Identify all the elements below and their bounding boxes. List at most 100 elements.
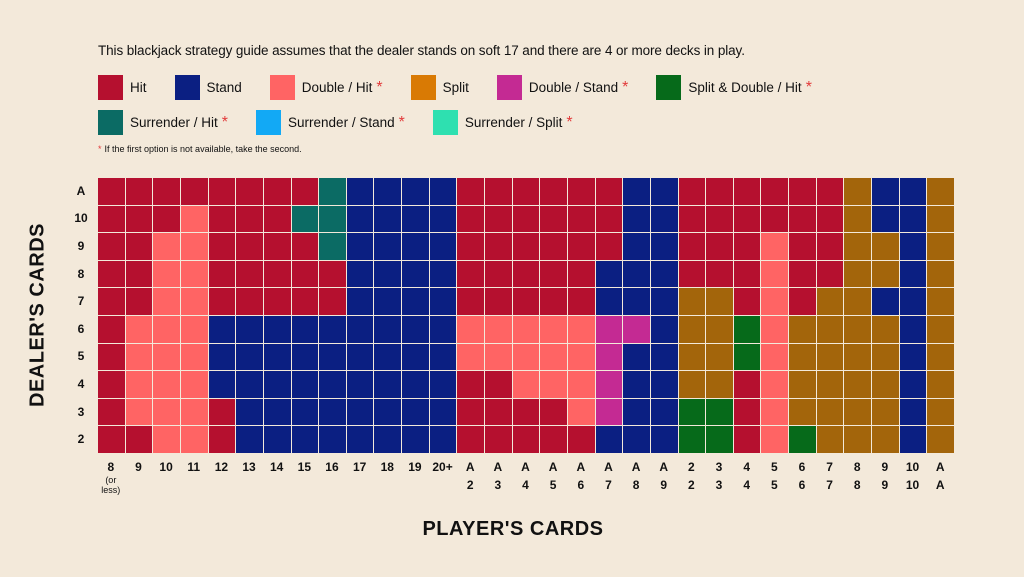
strategy-cell-d bbox=[566, 342, 596, 372]
strategy-cell-s bbox=[401, 232, 430, 261]
strategy-cell-h bbox=[152, 204, 181, 234]
strategy-cell-ds bbox=[594, 370, 624, 399]
strategy-cell-d bbox=[539, 315, 568, 344]
strategy-cell-h bbox=[815, 232, 845, 261]
strategy-cell-s bbox=[401, 287, 430, 316]
player-card-top: A bbox=[576, 460, 586, 474]
strategy-cell-d bbox=[566, 397, 596, 427]
player-card-label: 13 bbox=[235, 460, 263, 475]
strategy-cell-h bbox=[594, 232, 624, 261]
strategy-cell-h bbox=[456, 397, 486, 427]
player-card-top: 4 bbox=[743, 460, 750, 474]
strategy-cell-s bbox=[345, 425, 375, 454]
strategy-cell-h bbox=[788, 204, 817, 234]
strategy-cell-h bbox=[484, 425, 513, 454]
player-card-top: 6 bbox=[798, 460, 806, 474]
dealer-card-label: 2 bbox=[77, 432, 85, 447]
strategy-cell-s bbox=[622, 425, 651, 454]
strategy-cell-s bbox=[318, 370, 347, 399]
strategy-cell-d bbox=[179, 342, 209, 372]
strategy-cell-h bbox=[677, 259, 707, 289]
strategy-cell-h bbox=[484, 397, 513, 427]
player-card-top: A bbox=[935, 460, 945, 474]
strategy-cell-rh bbox=[318, 204, 347, 234]
strategy-cell-pd bbox=[677, 397, 707, 427]
player-card-bottom: 2 bbox=[688, 478, 695, 492]
strategy-cell-s bbox=[594, 425, 624, 454]
strategy-cell-h bbox=[732, 177, 762, 206]
strategy-cell-s bbox=[401, 177, 430, 206]
strategy-cell-s bbox=[207, 370, 237, 399]
strategy-cell-p bbox=[871, 232, 900, 261]
strategy-cell-s bbox=[373, 397, 403, 427]
legend-item-pd: Split & Double / Hit * bbox=[656, 75, 812, 100]
strategy-cell-d bbox=[760, 425, 790, 454]
player-card-top: 14 bbox=[270, 460, 284, 474]
strategy-cell-h bbox=[705, 259, 734, 289]
strategy-cell-s bbox=[649, 177, 679, 206]
strategy-cell-p bbox=[843, 370, 873, 399]
legend-star: * bbox=[566, 113, 573, 131]
player-card-label: 9 bbox=[124, 460, 152, 475]
strategy-cell-h bbox=[97, 287, 126, 316]
strategy-cell-s bbox=[898, 177, 928, 206]
strategy-cell-s bbox=[207, 342, 237, 372]
strategy-cell-s bbox=[622, 342, 651, 372]
legend-label: Surrender / Split bbox=[464, 115, 563, 130]
strategy-cell-d bbox=[179, 232, 209, 261]
strategy-cell-d bbox=[760, 342, 790, 372]
strategy-cell-s bbox=[871, 204, 900, 234]
player-card-top: 20+ bbox=[432, 460, 453, 474]
player-card-top: A bbox=[465, 460, 475, 474]
strategy-cell-s bbox=[649, 342, 679, 372]
strategy-cell-pd bbox=[705, 425, 734, 454]
strategy-cell-h bbox=[152, 177, 181, 206]
strategy-cell-s bbox=[401, 370, 430, 399]
legend-swatch bbox=[410, 75, 436, 100]
strategy-cell-s bbox=[235, 315, 264, 344]
strategy-cell-h bbox=[262, 204, 292, 234]
strategy-cell-ds bbox=[594, 397, 624, 427]
strategy-cell-h bbox=[456, 204, 486, 234]
legend-swatch bbox=[432, 110, 458, 135]
strategy-cell-s bbox=[345, 315, 375, 344]
strategy-cell-p bbox=[815, 425, 845, 454]
player-card-bottom: 7 bbox=[605, 478, 612, 492]
strategy-cell-s bbox=[401, 397, 430, 427]
player-card-top: 10 bbox=[905, 460, 920, 474]
strategy-cell-h bbox=[124, 177, 154, 206]
strategy-cell-p bbox=[815, 370, 845, 399]
strategy-cell-s bbox=[622, 287, 651, 316]
strategy-cell-h bbox=[539, 177, 568, 206]
strategy-cell-s bbox=[318, 315, 347, 344]
strategy-cell-h bbox=[594, 204, 624, 234]
player-card-label: 15 bbox=[290, 460, 318, 475]
strategy-cell-s bbox=[401, 315, 430, 344]
strategy-cell-h bbox=[456, 259, 486, 289]
strategy-cell-d bbox=[152, 370, 181, 399]
legend-item-p: Split bbox=[410, 75, 469, 100]
strategy-cell-p bbox=[871, 397, 900, 427]
strategy-cell-h bbox=[484, 370, 513, 399]
legend-label: Surrender / Hit bbox=[130, 115, 218, 130]
strategy-cell-s bbox=[262, 425, 292, 454]
strategy-cell-s bbox=[428, 204, 458, 234]
player-card-bottom: 5 bbox=[770, 478, 778, 492]
strategy-cell-s bbox=[898, 425, 928, 454]
strategy-cell-s bbox=[290, 397, 320, 427]
strategy-cell-s bbox=[649, 425, 679, 454]
strategy-cell-s bbox=[649, 287, 679, 316]
strategy-cell-h bbox=[207, 204, 237, 234]
strategy-cell-s bbox=[428, 370, 458, 399]
strategy-cell-pd bbox=[677, 425, 707, 454]
strategy-cell-s bbox=[401, 342, 430, 372]
player-card-top: 2 bbox=[688, 460, 695, 474]
strategy-cell-d bbox=[152, 342, 181, 372]
strategy-cell-d bbox=[539, 342, 568, 372]
strategy-cell-d bbox=[124, 342, 154, 372]
strategy-cell-ds bbox=[594, 315, 624, 344]
